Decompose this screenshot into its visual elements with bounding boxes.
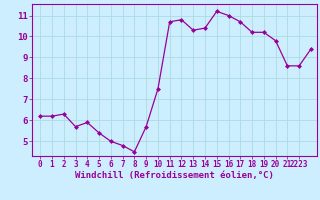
X-axis label: Windchill (Refroidissement éolien,°C): Windchill (Refroidissement éolien,°C)	[75, 171, 274, 180]
